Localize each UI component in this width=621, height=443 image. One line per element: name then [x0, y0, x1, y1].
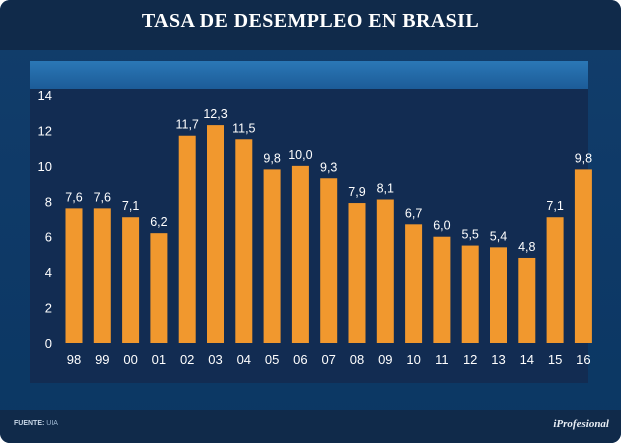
bar-98 — [65, 208, 83, 343]
plot-top-band — [30, 61, 588, 89]
x-tick-label: 03 — [208, 352, 222, 367]
x-tick-label: 10 — [406, 352, 420, 367]
brand-logo: iProfesional — [553, 418, 609, 430]
bar-11 — [433, 236, 451, 343]
bar-04 — [235, 139, 253, 343]
value-label: 9,3 — [320, 160, 337, 174]
value-label: 7,1 — [122, 199, 139, 213]
bar-07 — [320, 178, 338, 343]
bar-15 — [546, 217, 564, 343]
value-label: 11,7 — [175, 118, 198, 132]
x-tick-label: 98 — [67, 352, 81, 367]
x-tick-label: 05 — [265, 352, 279, 367]
bar-16 — [574, 169, 592, 343]
value-label: 7,9 — [348, 185, 365, 199]
source-value: UIA — [46, 420, 58, 427]
x-tick-label: 01 — [152, 352, 166, 367]
bar-08 — [348, 203, 366, 343]
y-tick-label: 4 — [45, 265, 52, 280]
x-tick-label: 06 — [293, 352, 307, 367]
source-note: FUENTE: UIA — [14, 420, 58, 427]
bar-99 — [93, 208, 111, 343]
bar-14 — [518, 257, 536, 343]
header-bar — [0, 0, 621, 50]
value-label: 6,7 — [405, 206, 422, 220]
x-tick-label: 02 — [180, 352, 194, 367]
bar-03 — [207, 125, 224, 343]
value-label: 10,0 — [288, 148, 312, 162]
value-label: 7,1 — [546, 199, 563, 213]
bar-10 — [405, 224, 423, 343]
y-tick-label: 0 — [45, 336, 52, 351]
value-label: 6,0 — [433, 219, 450, 233]
bar-00 — [122, 217, 140, 343]
y-tick-label: 12 — [38, 123, 52, 138]
x-tick-label: 12 — [463, 352, 477, 367]
value-label: 4,8 — [518, 240, 535, 254]
y-tick-label: 10 — [38, 159, 52, 174]
x-tick-label: 13 — [491, 352, 505, 367]
value-label: 7,6 — [94, 190, 111, 204]
bar-06 — [291, 165, 309, 343]
source-label: FUENTE: — [14, 420, 45, 427]
value-label: 9,8 — [263, 151, 280, 165]
bar-02 — [178, 135, 196, 343]
value-label: 6,2 — [150, 215, 167, 229]
x-tick-label: 16 — [576, 352, 590, 367]
value-label: 9,8 — [575, 151, 592, 165]
value-label: 8,1 — [377, 182, 394, 196]
bar-09 — [376, 199, 394, 343]
value-label: 5,4 — [490, 229, 507, 243]
y-tick-label: 8 — [45, 194, 52, 209]
value-label: 11,5 — [232, 121, 255, 135]
y-tick-label: 14 — [38, 88, 52, 103]
x-tick-label: 00 — [123, 352, 137, 367]
footer-bar — [0, 410, 621, 443]
bar-01 — [150, 233, 168, 343]
x-tick-label: 04 — [237, 352, 251, 367]
x-tick-label: 08 — [350, 352, 364, 367]
bar-12 — [461, 245, 479, 343]
y-tick-label: 6 — [45, 230, 52, 245]
chart-title: TASA DE DESEMPLEO EN BRASIL — [141, 10, 480, 32]
y-tick-label: 2 — [45, 301, 52, 316]
x-tick-label: 14 — [520, 352, 534, 367]
value-label: 7,6 — [65, 190, 82, 204]
value-label: 5,5 — [462, 228, 479, 242]
value-label: 12,3 — [203, 107, 227, 121]
x-tick-label: 15 — [548, 352, 562, 367]
x-tick-label: 09 — [378, 352, 392, 367]
x-tick-label: 11 — [435, 352, 449, 367]
bar-05 — [263, 169, 281, 343]
x-tick-label: 99 — [95, 352, 109, 367]
bar-13 — [490, 247, 507, 343]
x-tick-label: 07 — [321, 352, 335, 367]
